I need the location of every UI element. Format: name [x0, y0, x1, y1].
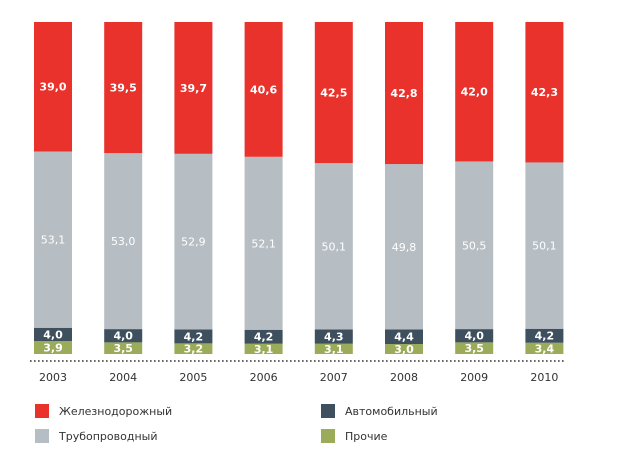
data-label-2005-3: 39,7: [180, 82, 207, 95]
data-label-2003-3: 39,0: [39, 81, 66, 94]
bar-segment-2008-2: [385, 164, 423, 330]
data-label-2010-2: 50,1: [532, 240, 557, 253]
data-label-2006-2: 52,1: [251, 237, 276, 250]
data-label-2006-3: 40,6: [250, 83, 277, 96]
bar-segment-2003-1: [34, 327, 72, 342]
bar-segment-2010-2: [525, 162, 564, 329]
bar-segment-2003-0: [34, 341, 72, 354]
data-label-2009-1: 4,0: [464, 330, 484, 343]
data-label-2008-1: 4,4: [394, 331, 414, 344]
bar-segment-2008-1: [385, 329, 423, 345]
data-label-2010-1: 4,2: [535, 330, 555, 343]
data-label-2008-0: 3,0: [394, 343, 414, 356]
x-tick-label-2010: 2010: [530, 371, 558, 384]
bar-segment-2005-0: [174, 343, 213, 354]
data-label-2008-3: 42,8: [390, 87, 417, 100]
bar-segment-2005-2: [174, 153, 213, 330]
bar-segment-2009-1: [455, 329, 494, 343]
data-label-2009-0: 3,5: [464, 342, 484, 355]
bar-segment-2008-3: [385, 22, 423, 165]
data-label-2010-3: 42,3: [531, 86, 558, 99]
bar-segment-2008-0: [385, 344, 423, 354]
data-label-2005-2: 52,9: [181, 236, 206, 249]
bar-segment-2010-1: [525, 328, 564, 343]
bar-segment-2006-1: [244, 329, 283, 344]
x-tick-label-2006: 2006: [250, 371, 278, 384]
bar-segment-2004-1: [104, 329, 143, 343]
data-label-2009-2: 50,5: [462, 239, 487, 252]
bar-segment-2009-2: [455, 161, 494, 330]
x-tick-label-2004: 2004: [109, 371, 137, 384]
data-label-2007-0: 3,1: [324, 343, 344, 356]
x-tick-label-2007: 2007: [320, 371, 348, 384]
bar-segment-2007-1: [314, 329, 353, 344]
bar-segment-2006-3: [244, 22, 283, 157]
bars-group: 3,94,053,139,03,54,053,039,53,24,252,939…: [34, 22, 564, 356]
bar-segment-2007-2: [314, 163, 353, 330]
bar-segment-2004-0: [104, 342, 143, 354]
bar-segment-2009-0: [455, 342, 494, 354]
data-label-2007-2: 50,1: [322, 240, 347, 253]
data-label-2010-0: 3,4: [535, 342, 555, 355]
data-label-2007-3: 42,5: [320, 87, 347, 100]
data-label-2004-1: 4,0: [113, 330, 133, 343]
data-label-2009-3: 42,0: [461, 86, 488, 99]
data-label-2006-0: 3,1: [254, 343, 274, 356]
x-tick-label-2008: 2008: [390, 371, 418, 384]
data-label-2003-1: 4,0: [43, 328, 63, 341]
bar-segment-2007-0: [314, 343, 353, 354]
bar-segment-2005-1: [174, 329, 213, 344]
x-tick-labels: 2003 2004 2005 2006 2007 2008 2009 2010: [39, 371, 558, 384]
x-tick-label-2005: 2005: [179, 371, 207, 384]
data-label-2005-0: 3,2: [184, 343, 204, 356]
bar-segment-2004-2: [104, 153, 143, 330]
data-label-2005-1: 4,2: [184, 330, 204, 343]
bar-segment-2005-3: [174, 22, 213, 154]
data-label-2004-3: 39,5: [110, 82, 137, 95]
x-tick-label-2003: 2003: [39, 371, 67, 384]
bar-segment-2010-3: [525, 22, 564, 163]
x-tick-label-2009: 2009: [460, 371, 488, 384]
bar-segment-2004-3: [104, 22, 143, 154]
bar-segment-2010-0: [525, 342, 564, 354]
bar-segment-2006-2: [244, 156, 283, 330]
bar-segment-2003-2: [34, 151, 72, 328]
data-label-2004-2: 53,0: [111, 235, 136, 248]
data-label-2003-2: 53,1: [41, 234, 66, 247]
data-label-2004-0: 3,5: [113, 342, 133, 355]
data-label-2003-0: 3,9: [43, 342, 63, 355]
data-label-2007-1: 4,3: [324, 331, 344, 344]
bar-segment-2006-0: [244, 343, 283, 354]
data-label-2006-1: 4,2: [254, 331, 274, 344]
bar-segment-2007-3: [314, 22, 353, 164]
data-label-2008-2: 49,8: [392, 241, 417, 254]
bar-segment-2003-3: [34, 22, 72, 152]
bar-segment-2009-3: [455, 22, 494, 162]
